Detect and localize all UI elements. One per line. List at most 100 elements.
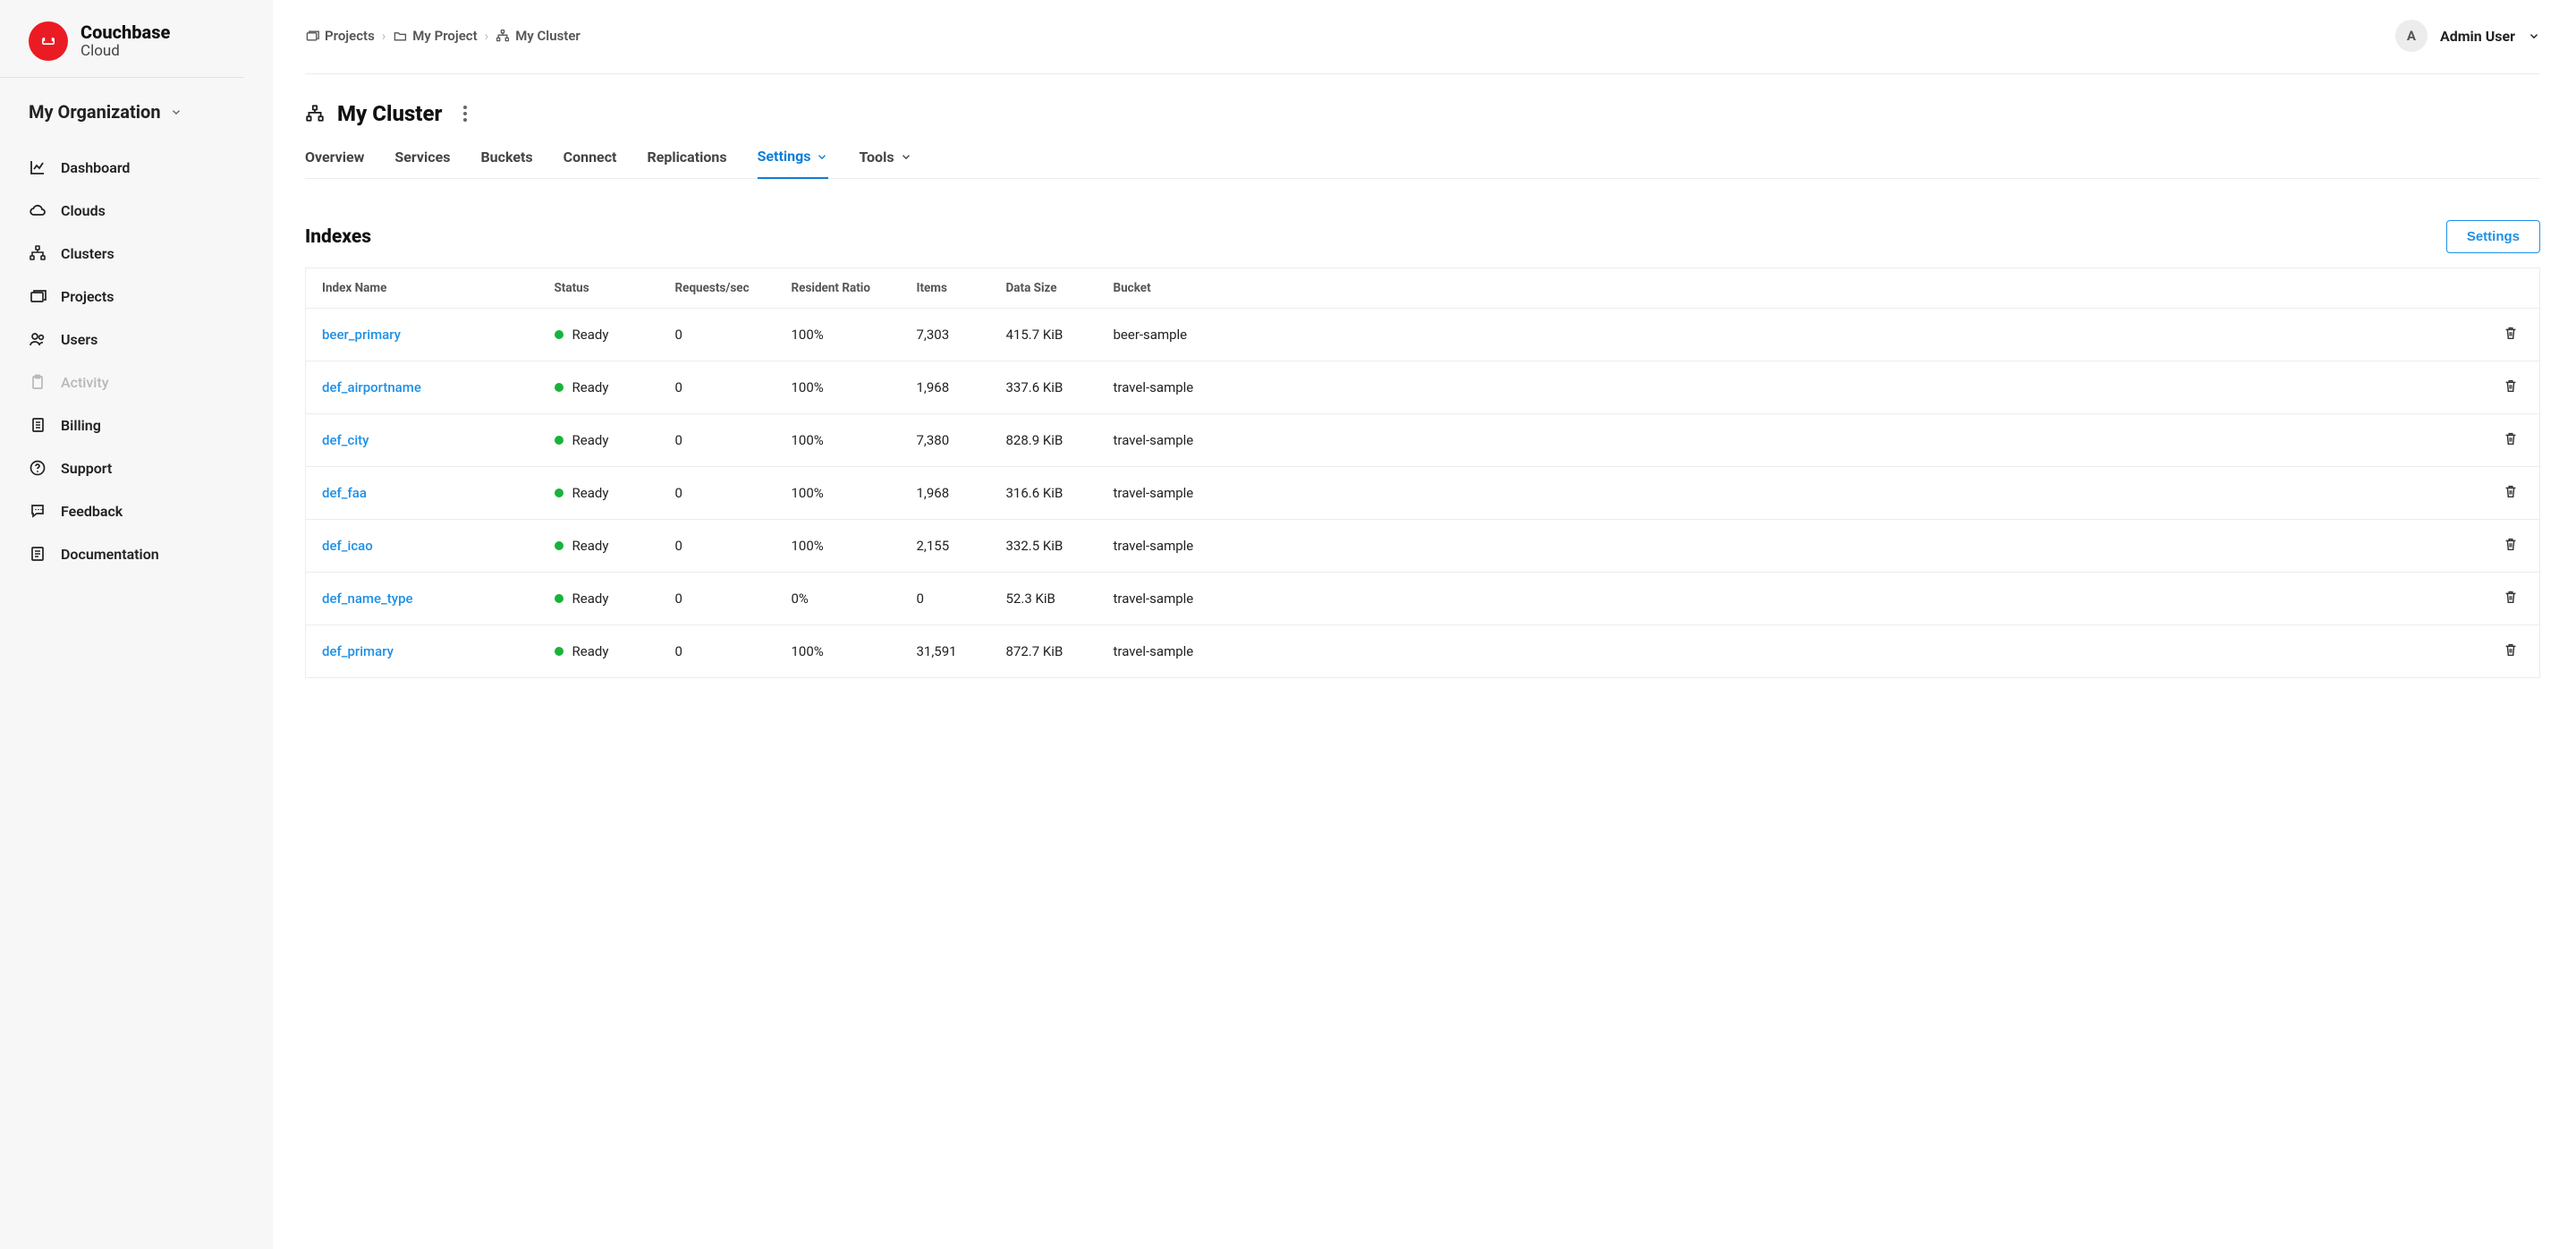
- user-menu[interactable]: A Admin User: [2395, 20, 2540, 52]
- delete-button[interactable]: [2503, 641, 2519, 658]
- sidebar-nav: DashboardCloudsClustersProjectsUsersActi…: [0, 146, 273, 575]
- requests-cell: 0: [659, 625, 775, 678]
- table-row: def_cityReady0100%7,380828.9 KiBtravel-s…: [306, 414, 2540, 467]
- sidebar-item-clusters[interactable]: Clusters: [0, 232, 273, 275]
- table-row: def_airportnameReady0100%1,968337.6 KiBt…: [306, 361, 2540, 414]
- table-header-cell[interactable]: Status: [538, 268, 659, 309]
- index-name-link[interactable]: def_city: [322, 432, 369, 448]
- delete-button[interactable]: [2503, 325, 2519, 341]
- table-header-cell[interactable]: Resident Ratio: [775, 268, 901, 309]
- table-header-cell[interactable]: Bucket: [1097, 268, 2487, 309]
- table-header-cell[interactable]: Index Name: [306, 268, 538, 309]
- trash-icon: [2503, 483, 2519, 499]
- requests-cell: 0: [659, 361, 775, 414]
- index-name-link[interactable]: def_airportname: [322, 379, 421, 395]
- trash-icon: [2503, 378, 2519, 394]
- delete-button[interactable]: [2503, 589, 2519, 605]
- book-icon: [29, 545, 47, 563]
- tab-connect[interactable]: Connect: [564, 139, 617, 178]
- tab-replications[interactable]: Replications: [647, 139, 726, 178]
- table-header-cell[interactable]: Data Size: [990, 268, 1097, 309]
- delete-button[interactable]: [2503, 536, 2519, 552]
- status-dot-icon: [555, 383, 564, 392]
- brand[interactable]: Couchbase Cloud: [0, 18, 244, 78]
- cluster-icon: [29, 244, 47, 262]
- brand-title: Couchbase: [80, 22, 170, 43]
- tab-services[interactable]: Services: [394, 139, 450, 178]
- cluster-icon: [305, 104, 325, 123]
- breadcrumb-item[interactable]: My Project: [393, 28, 477, 44]
- delete-button[interactable]: [2503, 430, 2519, 446]
- requests-cell: 0: [659, 520, 775, 573]
- sidebar-item-dashboard[interactable]: Dashboard: [0, 146, 273, 189]
- table-row: def_name_typeReady00%052.3 KiBtravel-sam…: [306, 573, 2540, 625]
- ratio-cell: 100%: [775, 520, 901, 573]
- items-cell: 1,968: [901, 361, 990, 414]
- sidebar-item-projects[interactable]: Projects: [0, 275, 273, 318]
- ratio-cell: 0%: [775, 573, 901, 625]
- tab-overview[interactable]: Overview: [305, 139, 364, 178]
- settings-button[interactable]: Settings: [2446, 220, 2540, 253]
- chevron-down-icon: [816, 150, 828, 163]
- kebab-menu[interactable]: [454, 106, 476, 122]
- bucket-cell: beer-sample: [1097, 309, 2487, 361]
- index-name-link[interactable]: def_primary: [322, 643, 394, 659]
- cloud-icon: [29, 201, 47, 219]
- projects-icon: [305, 29, 319, 43]
- index-name-link[interactable]: def_icao: [322, 538, 373, 554]
- status-dot-icon: [555, 489, 564, 497]
- sidebar-item-clouds[interactable]: Clouds: [0, 189, 273, 232]
- delete-button[interactable]: [2503, 378, 2519, 394]
- tab-tools[interactable]: Tools: [859, 139, 911, 178]
- sidebar-item-feedback[interactable]: Feedback: [0, 489, 273, 532]
- section-head: Indexes Settings: [305, 179, 2540, 268]
- index-name-link[interactable]: def_name_type: [322, 591, 413, 607]
- status-dot-icon: [555, 330, 564, 339]
- ratio-cell: 100%: [775, 625, 901, 678]
- sidebar-item-label: Projects: [61, 288, 114, 305]
- sidebar-item-label: Users: [61, 331, 97, 348]
- ratio-cell: 100%: [775, 361, 901, 414]
- help-icon: [29, 459, 47, 477]
- items-cell: 7,303: [901, 309, 990, 361]
- requests-cell: 0: [659, 467, 775, 520]
- sidebar-item-label: Support: [61, 460, 112, 477]
- table-header-cell[interactable]: Requests/sec: [659, 268, 775, 309]
- size-cell: 828.9 KiB: [990, 414, 1097, 467]
- breadcrumb-item[interactable]: Projects: [305, 28, 375, 44]
- delete-button[interactable]: [2503, 483, 2519, 499]
- requests-cell: 0: [659, 309, 775, 361]
- sidebar-item-label: Billing: [61, 417, 101, 434]
- sidebar-item-billing[interactable]: Billing: [0, 404, 273, 446]
- size-cell: 872.7 KiB: [990, 625, 1097, 678]
- tab-settings[interactable]: Settings: [758, 139, 829, 179]
- size-cell: 316.6 KiB: [990, 467, 1097, 520]
- sidebar-item-support[interactable]: Support: [0, 446, 273, 489]
- status-cell: Ready: [555, 379, 643, 395]
- chevron-down-icon: [2528, 30, 2540, 42]
- breadcrumb-item[interactable]: My Cluster: [496, 28, 580, 44]
- sidebar-item-documentation[interactable]: Documentation: [0, 532, 273, 575]
- page-title: My Cluster: [337, 101, 442, 126]
- sidebar-item-label: Clusters: [61, 245, 114, 262]
- org-picker[interactable]: My Organization: [0, 96, 273, 146]
- table-header-cell[interactable]: Items: [901, 268, 990, 309]
- chart-icon: [29, 158, 47, 176]
- index-name-link[interactable]: beer_primary: [322, 327, 401, 343]
- tabs: Overview Services Buckets Connect Replicatio…: [305, 139, 2540, 179]
- trash-icon: [2503, 325, 2519, 341]
- sidebar-item-users[interactable]: Users: [0, 318, 273, 361]
- sidebar: Couchbase Cloud My Organization Dashboar…: [0, 0, 273, 1249]
- user-name: Admin User: [2440, 28, 2515, 45]
- items-cell: 1,968: [901, 467, 990, 520]
- tab-buckets[interactable]: Buckets: [480, 139, 532, 178]
- avatar: A: [2395, 20, 2428, 52]
- index-name-link[interactable]: def_faa: [322, 485, 367, 501]
- breadcrumb-sep: ›: [485, 28, 489, 44]
- status-dot-icon: [555, 647, 564, 656]
- status-dot-icon: [555, 594, 564, 603]
- sidebar-item-label: Documentation: [61, 546, 159, 563]
- table-row: def_primaryReady0100%31,591872.7 KiBtrav…: [306, 625, 2540, 678]
- sidebar-item-label: Feedback: [61, 503, 123, 520]
- bucket-cell: travel-sample: [1097, 625, 2487, 678]
